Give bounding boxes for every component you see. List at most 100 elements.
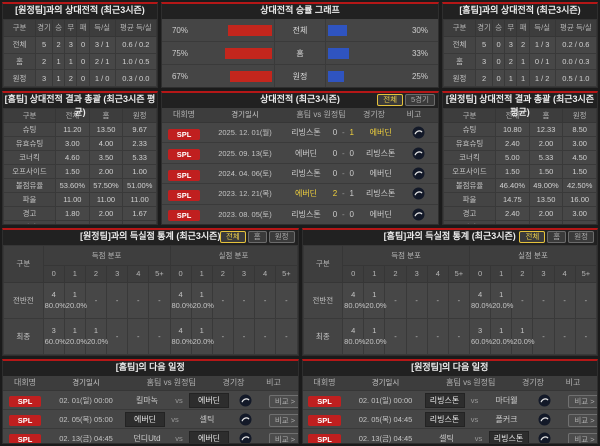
val: 2 xyxy=(504,52,518,71)
val: 3.00 xyxy=(562,136,597,151)
val: - xyxy=(106,317,129,355)
filter-all-button[interactable]: 전체 xyxy=(519,231,546,243)
red-bar-track xyxy=(198,24,274,36)
filter-all-button[interactable]: 전체 xyxy=(377,94,404,106)
val: 2.00 xyxy=(528,136,564,151)
away-score: 1 xyxy=(349,128,354,138)
score-separator: - xyxy=(342,189,345,199)
stadium-icon[interactable] xyxy=(239,394,252,407)
col-header: 경기 xyxy=(35,19,53,37)
home-score: 0 xyxy=(332,128,338,138)
red-bar xyxy=(227,24,272,36)
col-header: 평균 득/실 xyxy=(554,19,597,37)
col-header: 구분 xyxy=(443,108,497,123)
schedule-row: SPL 02. 01(일) 00:00 킬마녹 vs 에버딘 비교 > xyxy=(3,391,298,410)
col-header: 구분 xyxy=(3,245,44,283)
away-score: 0 xyxy=(349,169,354,179)
val: 4 80.0% xyxy=(169,281,193,319)
blue-bar xyxy=(328,70,344,82)
table-row: 전체 5 2 3 0 3 / 1 0.6 / 0.2 xyxy=(3,35,157,54)
schedule-row: SPL 02. 13(금) 04:45 던디Utd vs 에버딘 비교 > xyxy=(3,429,298,445)
stadium-icon[interactable] xyxy=(538,432,551,445)
compare-button[interactable]: 비교 > xyxy=(568,414,598,427)
stadium-icon[interactable] xyxy=(239,413,252,426)
val: 42.50% xyxy=(562,178,597,193)
stadium-icon[interactable] xyxy=(538,394,551,407)
filter-home-button[interactable]: 홈 xyxy=(247,231,267,243)
filter-all-button[interactable]: 전체 xyxy=(219,231,246,243)
filter-away-button[interactable]: 원정 xyxy=(268,231,295,243)
stadium-icon[interactable] xyxy=(412,167,425,180)
val: 1 xyxy=(51,52,66,71)
league-badge: SPL xyxy=(8,415,42,426)
val: - xyxy=(232,317,256,355)
home-team: 리빙스톤 xyxy=(291,169,321,179)
compare-button[interactable]: 비교 > xyxy=(268,414,298,427)
row-label: 전체 xyxy=(443,35,477,54)
val: 53.60% xyxy=(55,178,90,193)
val: 3 / 1 xyxy=(88,35,116,54)
val: 0 xyxy=(491,69,506,87)
val: 0.00 xyxy=(55,220,90,224)
val: 1 20.0% xyxy=(63,317,87,355)
stadium-icon[interactable] xyxy=(412,187,425,200)
row-label: 원정 xyxy=(3,69,37,87)
away-team: 에버딘 xyxy=(369,209,392,219)
col-header: 홈 xyxy=(88,108,124,123)
val: 1 20.0% xyxy=(190,317,214,355)
away-score: 0 xyxy=(349,148,354,158)
col-header-match: 홈팀 vs 원정팀 xyxy=(446,378,496,387)
val: 9.67 xyxy=(122,122,157,137)
table-row: 코너킥 5.00 5.33 4.50 xyxy=(443,150,597,165)
compare-button[interactable]: 비교 > xyxy=(568,395,598,408)
col-header: 평균 득/실 xyxy=(114,19,157,37)
stadium-icon[interactable] xyxy=(412,147,425,160)
val: - xyxy=(254,281,277,319)
away-team: 폴커크 xyxy=(495,414,518,424)
col-header: 원정 xyxy=(562,108,597,123)
bin-header: 0 xyxy=(169,264,192,283)
panel-home-goal-distribution: [원정팀]과의 득실점 통계 (최근3시즌) 전체 홈 원정 구분 득점 분포 … xyxy=(2,228,299,356)
vs-label: vs xyxy=(171,414,179,424)
val: - xyxy=(254,317,277,355)
match-date: 02. 13(금) 04:45 xyxy=(358,433,413,443)
panel-away-goal-distribution: [홈팀]과의 득실점 통계 (최근3시즌) 전체 홈 원정 구분 득점 분포 실… xyxy=(301,228,598,356)
stadium-icon[interactable] xyxy=(412,126,425,139)
table-row: 슈팅 10.80 12.33 8.50 xyxy=(443,122,597,137)
val: - xyxy=(148,281,171,319)
col-header-note: 비고 xyxy=(406,110,422,119)
home-team: 셀틱 xyxy=(439,433,454,443)
val: 1 xyxy=(516,52,530,71)
conceded-group-header: 실점 분포 xyxy=(469,245,597,266)
compare-button[interactable]: 비교 > xyxy=(568,433,598,443)
away-team: 리빙스톤 xyxy=(365,189,396,199)
match-date: 2025. 09. 13(토) xyxy=(218,148,272,158)
val: 1.50 xyxy=(562,164,597,179)
row-schedules: [홈팀]의 다음 일정 대회명 경기일시 홈팀 vs 원정팀 경기장 비고 SP… xyxy=(2,359,598,444)
val: 1.67 xyxy=(122,206,157,221)
col-header: 전체 xyxy=(495,108,530,123)
val: 0.00 xyxy=(528,220,564,224)
filter-home-button[interactable]: 홈 xyxy=(547,231,567,243)
compare-button[interactable]: 비교 > xyxy=(268,395,298,408)
val: 2.40 xyxy=(495,136,530,151)
table-row: 코너킥 4.60 3.50 5.33 xyxy=(3,150,157,165)
list-header: 대회명 경기일시 홈팀 vs 원정팀 경기장 비고 xyxy=(302,376,597,391)
filter-5games-button[interactable]: 5경기 xyxy=(405,94,435,106)
row-label: 볼점유율 xyxy=(443,178,497,193)
stadium-icon[interactable] xyxy=(412,208,425,221)
table-row: 최종 4 80.0% 1 20.0% - - - - 3 60.0% 1 20.0% 1 20… xyxy=(302,317,598,355)
league-badge: SPL xyxy=(167,128,201,140)
col-header-date: 경기일시 xyxy=(72,378,100,387)
stadium-icon[interactable] xyxy=(538,413,551,426)
panel-title: [홈팀]의 다음 일정 xyxy=(3,361,298,376)
val: 10.80 xyxy=(495,122,530,137)
filter-away-button[interactable]: 원정 xyxy=(568,231,594,243)
league-badge: SPL xyxy=(308,415,341,426)
stadium-icon[interactable] xyxy=(239,432,252,445)
val: 0 xyxy=(491,35,506,54)
compare-button[interactable]: 비교 > xyxy=(268,433,298,443)
bin-header: 3 xyxy=(232,264,256,283)
score-separator: - xyxy=(342,209,345,219)
row-label: 경고 xyxy=(3,206,57,221)
